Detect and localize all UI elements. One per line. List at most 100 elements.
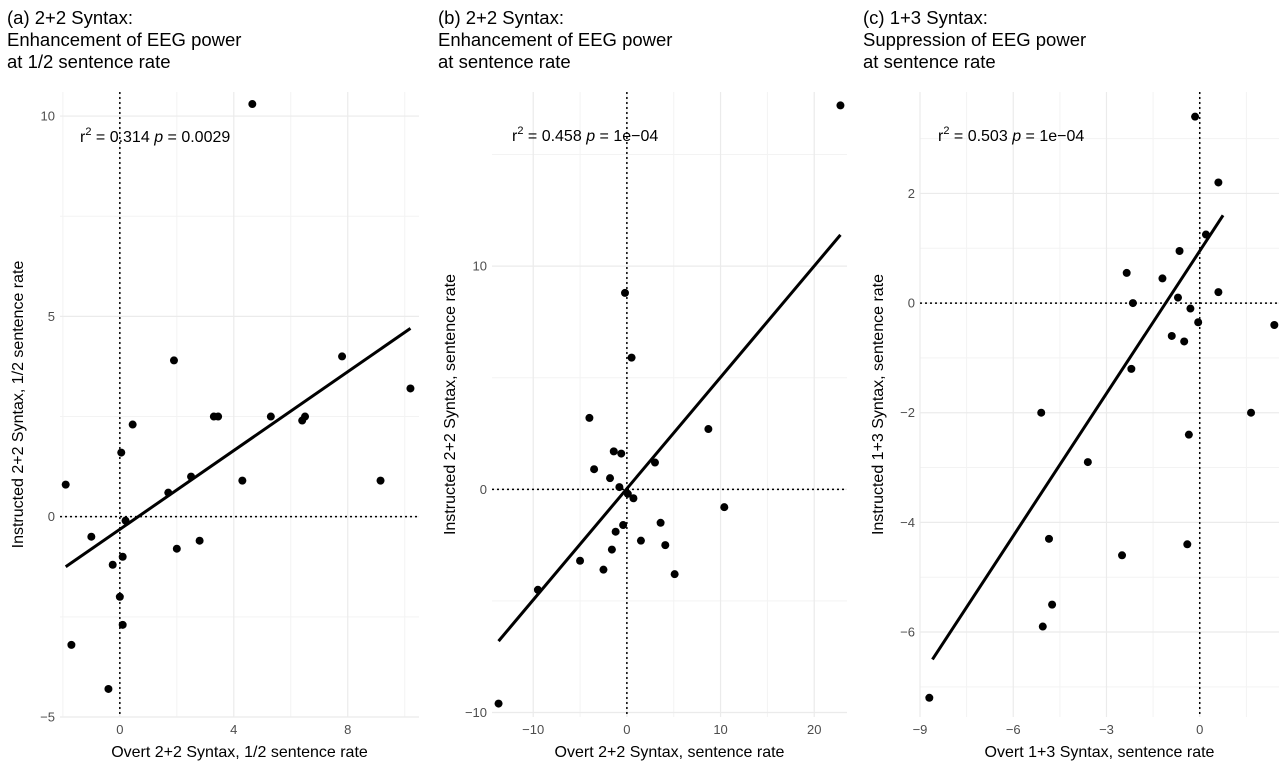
y-tick-label: 2 [908, 186, 915, 201]
data-point [1194, 318, 1203, 327]
y-tick-label: 0 [48, 509, 55, 524]
panel-title-line: Enhancement of EEG power [438, 29, 672, 50]
x-tick-label: 20 [807, 722, 821, 737]
panel-title-line: at sentence rate [863, 51, 996, 72]
data-point [1183, 540, 1192, 549]
data-point [169, 356, 178, 365]
y-tick-label: 10 [473, 259, 487, 274]
data-point [121, 516, 130, 525]
data-point [615, 483, 624, 492]
panel-a: 0 4 8 −5 0 5 10 Overt 2+2 Syntax, 1/2 sentence … [7, 7, 419, 761]
y-axis-label: Instructed 2+2 Syntax, sentence rate [442, 274, 459, 535]
data-point [627, 353, 636, 362]
x-tick-label: 4 [230, 722, 237, 737]
data-point [1044, 534, 1053, 543]
data-point [128, 420, 137, 429]
panel-title-line: (a) 2+2 Syntax: [7, 7, 133, 28]
x-tick-label: −9 [913, 722, 928, 737]
x-axis-label: Overt 1+3 Syntax, sentence rate [985, 744, 1215, 761]
data-point [1128, 299, 1137, 308]
panel-b: −10 0 10 20 −10 0 10 Overt 2+2 Syntax, sentence… [438, 7, 847, 761]
data-point [266, 412, 275, 421]
data-point [115, 592, 124, 601]
data-point [576, 556, 585, 565]
data-point [406, 384, 415, 393]
data-point [238, 476, 247, 485]
data-point [61, 480, 70, 489]
data-point [108, 560, 117, 569]
regression-line [497, 233, 842, 643]
data-point [1037, 408, 1046, 417]
y-tick-label: −10 [465, 705, 487, 720]
y-tick-label: 10 [41, 109, 55, 124]
data-point [925, 693, 934, 702]
x-tick-label: 0 [1196, 722, 1203, 737]
data-point [117, 448, 126, 457]
panel-title-line: (c) 1+3 Syntax: [863, 7, 988, 28]
data-point [195, 536, 204, 545]
data-point [1186, 304, 1195, 313]
data-point [1270, 321, 1279, 330]
data-point [248, 100, 257, 109]
data-point [621, 288, 630, 297]
x-tick-label: 0 [623, 722, 630, 737]
data-point [623, 489, 632, 498]
y-tick-label: 0 [908, 296, 915, 311]
data-point [376, 476, 385, 485]
data-point [104, 684, 113, 693]
data-point [87, 532, 96, 541]
y-tick-label: −2 [900, 405, 915, 420]
y-axis-label: Instructed 1+3 Syntax, sentence rate [870, 274, 887, 535]
data-point [1184, 430, 1193, 439]
data-point [611, 527, 620, 536]
x-tick-label: 8 [344, 722, 351, 737]
y-tick-label: −6 [900, 625, 915, 640]
data-point [720, 503, 729, 512]
panel-title-line: Enhancement of EEG power [7, 29, 241, 50]
data-point [617, 449, 626, 458]
stats-annotation: r2 = 0.314 p = 0.0029 [80, 126, 230, 146]
data-point [656, 518, 665, 527]
data-point [1201, 230, 1210, 239]
data-point [607, 545, 616, 554]
data-point [599, 565, 608, 574]
data-point [214, 412, 223, 421]
data-point [118, 620, 127, 629]
data-point [1214, 288, 1223, 297]
panel-title-line: (b) 2+2 Syntax: [438, 7, 564, 28]
data-point [585, 413, 594, 422]
panel-title-line: at sentence rate [438, 51, 571, 72]
data-point [1127, 364, 1136, 373]
data-point [670, 570, 679, 579]
x-tick-label: 10 [713, 722, 727, 737]
data-point [636, 536, 645, 545]
stats-annotation: r2 = 0.458 p = 1e−04 [512, 125, 658, 145]
data-point [187, 472, 196, 481]
regression-line [931, 214, 1225, 661]
data-point [661, 541, 670, 550]
data-point [836, 101, 845, 110]
data-point [172, 544, 181, 553]
data-point [606, 474, 615, 483]
data-point [1175, 246, 1184, 255]
panel-title-line: at 1/2 sentence rate [7, 51, 171, 72]
y-tick-label: 5 [48, 309, 55, 324]
panel-title-line: Suppression of EEG power [863, 29, 1086, 50]
data-point [164, 488, 173, 497]
data-point [1122, 268, 1131, 277]
data-point [1173, 293, 1182, 302]
data-point [494, 699, 503, 708]
y-tick-label: −5 [40, 710, 55, 725]
x-axis-label: Overt 2+2 Syntax, 1/2 sentence rate [111, 744, 368, 761]
data-point [1038, 622, 1047, 631]
data-point [704, 425, 713, 434]
y-tick-label: −4 [900, 515, 915, 530]
x-tick-label: −3 [1099, 722, 1114, 737]
data-point [1214, 178, 1223, 187]
data-point [301, 412, 310, 421]
x-axis-label: Overt 2+2 Syntax, sentence rate [555, 744, 785, 761]
panel-c: −9 −6 −3 0 −6 −4 −2 0 2 Overt 1+3 Syntax, sentenc… [863, 7, 1279, 761]
regression-line [64, 327, 412, 568]
